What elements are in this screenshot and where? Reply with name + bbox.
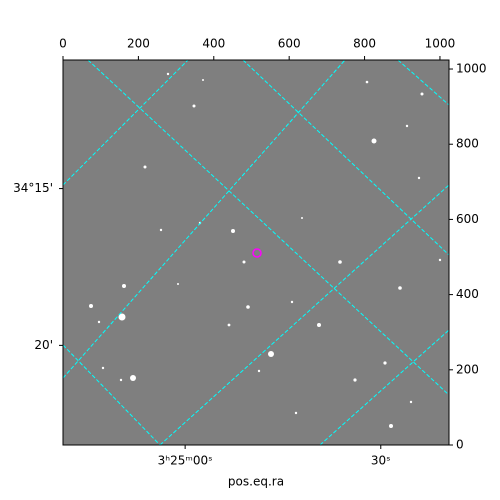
dec-tick-label: 34°15' <box>13 181 53 195</box>
y-tick-label: 1000 <box>456 62 487 76</box>
x-tick-label: 800 <box>353 37 376 51</box>
ra-tick-label: 30ˢ <box>371 454 391 468</box>
ra-tick-label: 3ʰ25ᵐ00ˢ <box>158 454 213 468</box>
y-tick-label: 800 <box>456 137 479 151</box>
image <box>63 60 449 445</box>
stars <box>89 72 442 428</box>
y-tick-label: 600 <box>456 212 479 226</box>
coordinate-grid <box>63 60 449 445</box>
x-axis-label: pos.eq.ra <box>228 475 284 489</box>
x-tick-label: 0 <box>59 37 67 51</box>
x-tick-label: 1000 <box>425 37 456 51</box>
x-tick-label: 200 <box>127 37 150 51</box>
target-marker <box>252 248 262 258</box>
x-tick-label: 600 <box>278 37 301 51</box>
x-tick-label: 400 <box>202 37 225 51</box>
y-tick-label: 400 <box>456 287 479 301</box>
y-tick-label: 0 <box>456 438 464 452</box>
frame <box>62 59 450 446</box>
y-tick-label: 200 <box>456 362 479 376</box>
dec-tick-label: 20' <box>34 338 53 352</box>
